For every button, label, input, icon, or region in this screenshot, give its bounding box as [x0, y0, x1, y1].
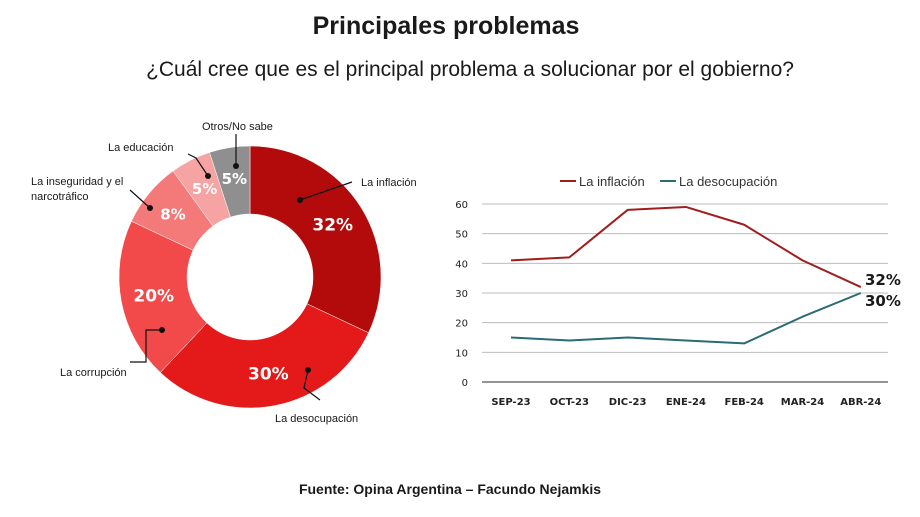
slice-category-label: La educación	[108, 142, 173, 154]
leader-line	[130, 329, 162, 363]
donut-slice	[209, 145, 251, 218]
slice-percent-label: 20%	[133, 286, 174, 306]
leader-dot	[205, 173, 211, 179]
slice-category-label: narcotráfico	[31, 191, 88, 203]
y-tick-label: 50	[455, 230, 468, 241]
x-tick-label: MAR-24	[781, 397, 824, 408]
donut-chart: 32% La inflación 30% La desocupación 20% La c…	[31, 121, 417, 425]
y-tick-label: 0	[462, 378, 468, 389]
line-chart: 0 10 20 30 40 50 60 SEP-23 OCT-23 DIC-23 ENE-24 FEB…	[455, 174, 901, 408]
slice-category-label: Otros/No sabe	[202, 121, 273, 133]
slice-percent-label: 5%	[222, 170, 247, 188]
slice-category-label: La inseguridad y el	[31, 176, 123, 188]
slice-category-label: La inflación	[361, 177, 417, 189]
x-tick-label: ENE-24	[666, 397, 706, 408]
chart-subtitle: ¿Cuál cree que es el principal problema …	[146, 58, 794, 81]
donut-slice	[118, 220, 208, 373]
leader-dot	[233, 163, 239, 169]
x-tick-label: FEB-24	[725, 397, 764, 408]
legend-label: La desocupación	[679, 174, 777, 189]
leader-line	[129, 189, 151, 209]
x-tick-label: DIC-23	[609, 397, 647, 408]
x-tick-label: SEP-23	[491, 397, 530, 408]
chart-title: Principales problemas	[312, 12, 580, 40]
donut-slice	[249, 145, 382, 334]
leader-line	[303, 369, 321, 401]
y-tick-label: 60	[455, 200, 468, 211]
slice-percent-label: 8%	[160, 205, 185, 223]
slice-category-label: La corrupción	[60, 367, 127, 379]
source-note: Fuente: Opina Argentina – Facundo Nejamk…	[298, 481, 602, 497]
line-series-inflacion	[510, 205, 862, 288]
slice-percent-label: 5%	[192, 180, 217, 198]
legend-label: La inflación	[579, 174, 645, 189]
y-tick-label: 20	[455, 319, 468, 330]
leader-line	[299, 181, 353, 201]
leader-dot	[297, 197, 303, 203]
slice-percent-label: 32%	[312, 215, 353, 235]
leader-dot	[147, 205, 153, 211]
slice-percent-label: 30%	[248, 364, 289, 384]
slice-category-label: La desocupación	[275, 413, 358, 425]
leader-line	[187, 153, 209, 177]
end-label-inflacion: 32%	[865, 271, 901, 289]
end-label-desocupacion: 30%	[865, 292, 901, 310]
y-tick-label: 30	[455, 289, 468, 300]
y-tick-label: 10	[455, 348, 468, 359]
leader-dot	[305, 367, 311, 373]
x-tick-label: ABR-24	[840, 397, 881, 408]
line-series-desocupacion	[510, 292, 862, 345]
donut-slice	[159, 303, 369, 409]
x-tick-label: OCT-23	[550, 397, 589, 408]
y-tick-label: 40	[455, 259, 468, 270]
leader-dot	[159, 327, 165, 333]
